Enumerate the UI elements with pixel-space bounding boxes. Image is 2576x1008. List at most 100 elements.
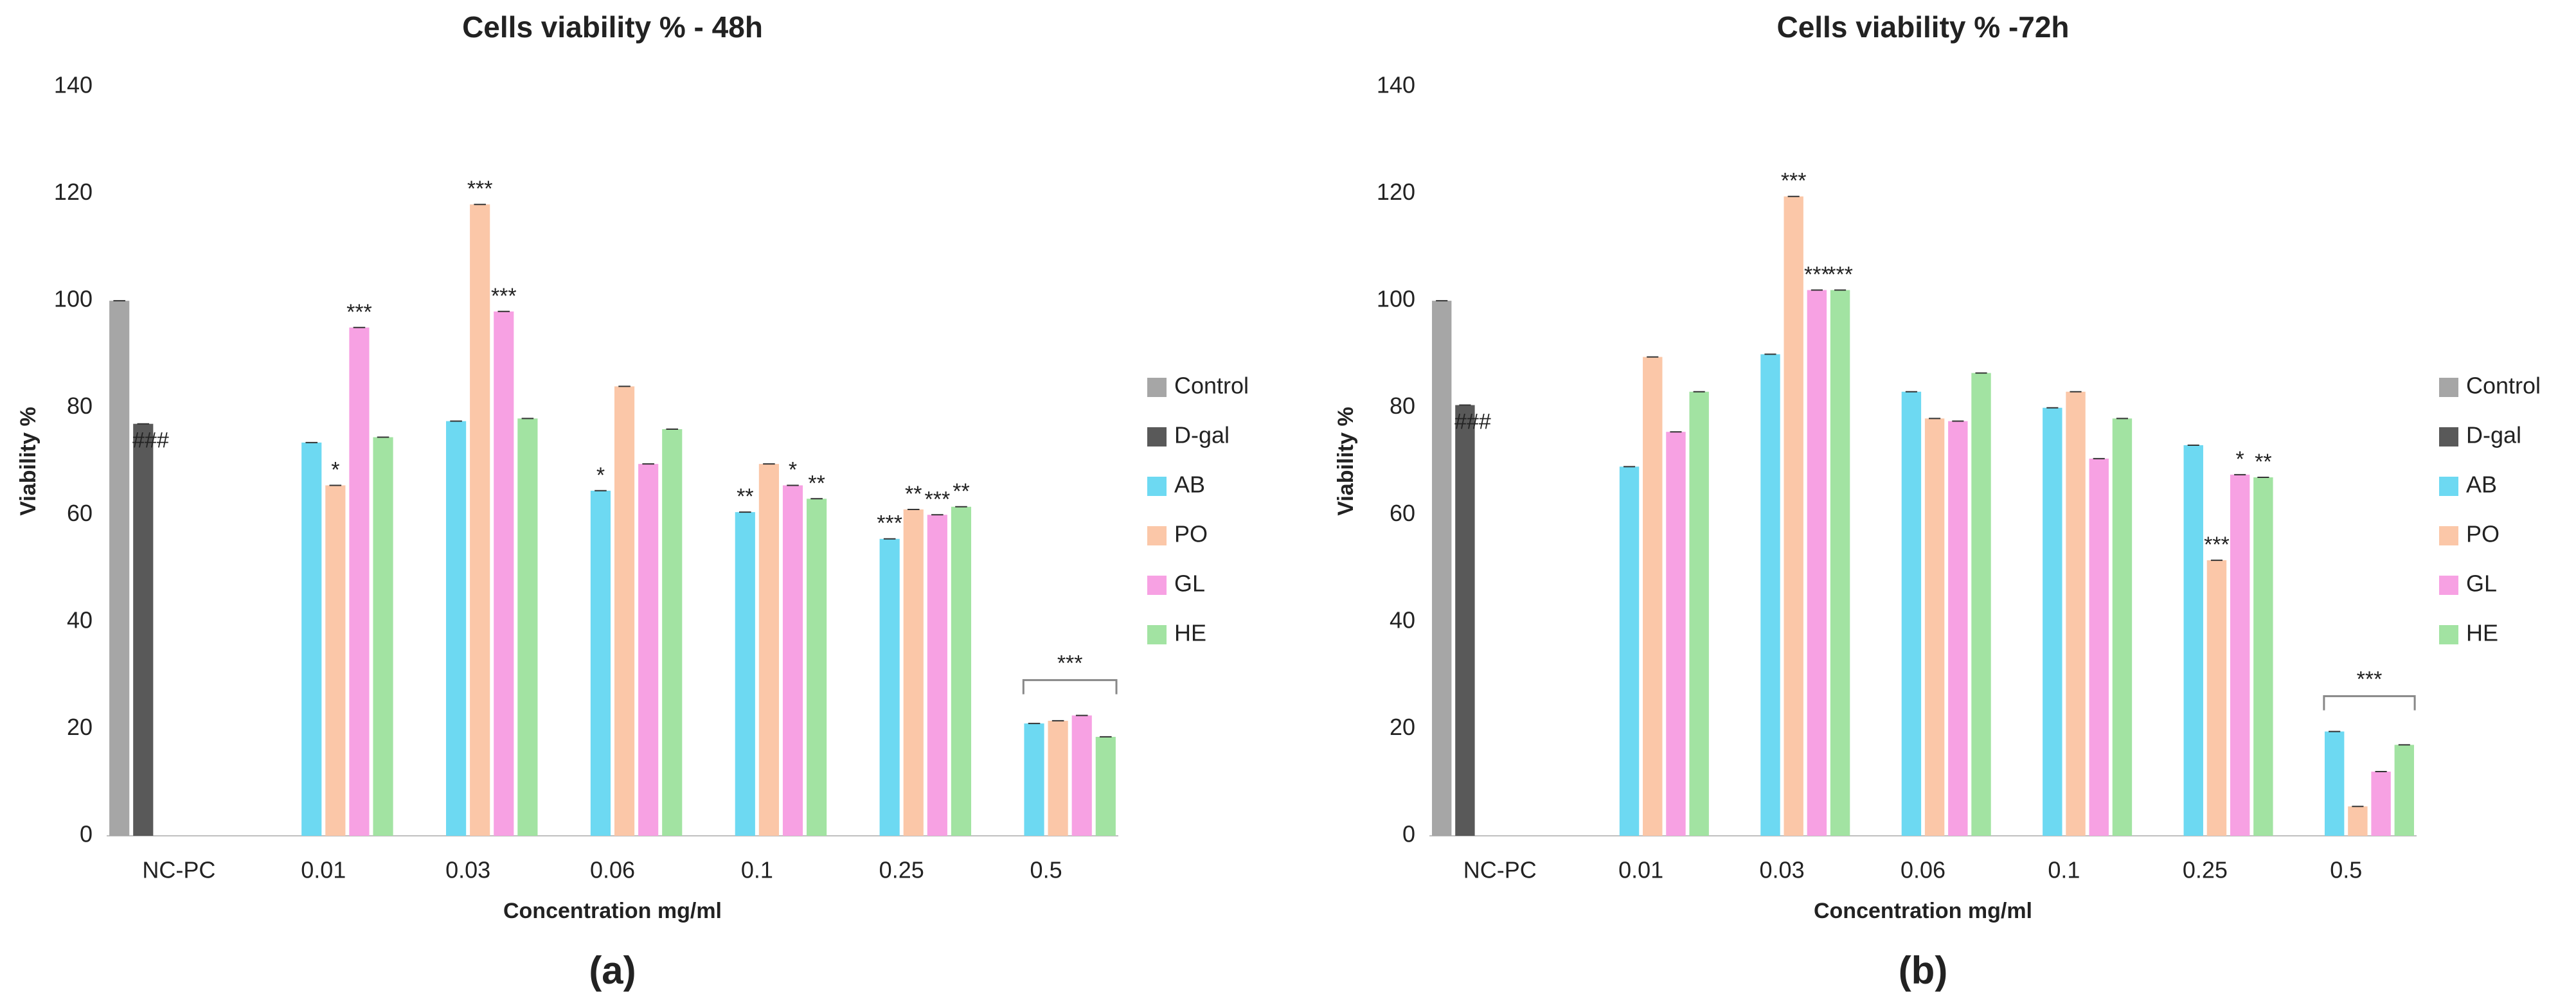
legend-label: HE <box>2466 620 2498 646</box>
bar <box>590 490 611 836</box>
bar <box>879 538 900 836</box>
chart-title: Cells viability % - 48h <box>462 10 763 44</box>
bar <box>1901 391 1922 836</box>
y-tick-label: 0 <box>80 821 93 847</box>
bar <box>1431 301 1452 836</box>
significance-marker: ** <box>737 484 753 509</box>
bar <box>1455 405 1475 836</box>
y-tick-label: 60 <box>67 500 93 526</box>
y-tick-label: 100 <box>54 286 93 312</box>
bar <box>1619 466 1640 836</box>
x-tick-label: NC-PC <box>1463 857 1537 883</box>
bar <box>1971 373 1991 836</box>
bar <box>1924 418 1945 836</box>
legend-swatch <box>1147 576 1167 595</box>
bar <box>638 464 659 836</box>
significance-marker: ** <box>905 482 922 506</box>
significance-marker: *** <box>2204 533 2230 557</box>
x-tick-label: 0.01 <box>301 857 346 883</box>
x-tick-label: 0.03 <box>1760 857 1805 883</box>
y-tick-label: 80 <box>67 393 93 419</box>
bracket <box>1022 679 1118 694</box>
significance-marker: * <box>596 463 605 488</box>
x-tick-label: 0.1 <box>741 857 773 883</box>
y-tick-label: 100 <box>1377 286 1415 312</box>
legend-label: PO <box>1174 521 1208 547</box>
y-tick-label: 80 <box>1390 393 1415 419</box>
legend-label: GL <box>1174 570 1205 597</box>
bar <box>2043 407 2062 836</box>
y-tick-label: 120 <box>1377 179 1415 205</box>
significance-marker: *** <box>491 284 517 308</box>
bar <box>446 421 467 836</box>
legend-swatch <box>2439 477 2458 496</box>
bar <box>2371 772 2391 836</box>
bar <box>133 423 154 836</box>
legend-label: AB <box>2466 472 2497 498</box>
panel-label: (b) <box>1899 949 1948 992</box>
legend-label: GL <box>2466 570 2497 597</box>
bar <box>1048 720 1068 836</box>
bar <box>1071 715 1092 836</box>
bar <box>2230 474 2250 836</box>
y-tick-label: 120 <box>54 179 93 205</box>
bar <box>662 429 683 836</box>
significance-marker: *** <box>877 511 902 536</box>
legend-label: HE <box>1174 620 1206 646</box>
legend-swatch <box>2439 576 2458 595</box>
panel-label: (a) <box>589 949 636 992</box>
legend-label: Control <box>2466 373 2541 399</box>
bar <box>1948 421 1968 836</box>
bar <box>2253 477 2273 836</box>
legend-swatch <box>1147 427 1167 447</box>
significance-marker: ** <box>808 471 825 495</box>
bar <box>1643 357 1663 836</box>
x-tick-label: 0.1 <box>2048 857 2080 883</box>
bar <box>807 499 827 836</box>
significance-marker: *** <box>1804 262 1830 287</box>
significance-marker: *** <box>467 177 493 201</box>
bar <box>2112 418 2133 836</box>
x-tick-label: 0.25 <box>879 857 924 883</box>
bar <box>2183 445 2203 836</box>
bar <box>1830 290 1850 836</box>
x-axis-label: Concentration mg/ml <box>503 899 722 923</box>
bar <box>2206 560 2227 836</box>
bar <box>1024 723 1044 836</box>
bracket <box>2323 695 2416 711</box>
significance-marker: ### <box>1454 410 1491 434</box>
bar <box>1760 354 1780 836</box>
bar <box>1095 736 1116 836</box>
legend-swatch <box>1147 526 1167 545</box>
legend-swatch <box>2439 625 2458 644</box>
bar <box>517 418 538 836</box>
x-tick-label: 0.5 <box>1030 857 1062 883</box>
significance-marker: *** <box>1781 169 1807 193</box>
bar <box>2066 391 2086 836</box>
bar <box>470 204 490 836</box>
x-axis-label: Concentration mg/ml <box>1814 899 2032 923</box>
y-tick-label: 0 <box>1402 821 1415 847</box>
legend-label: D-gal <box>1174 422 1230 448</box>
x-tick-label: NC-PC <box>142 857 215 883</box>
legend-swatch <box>1147 378 1167 397</box>
x-tick-label: 0.01 <box>1618 857 1663 883</box>
bar <box>494 311 514 836</box>
bar <box>951 506 972 836</box>
legend-label: AB <box>1174 472 1205 498</box>
bracket-label: *** <box>1057 651 1083 676</box>
bar <box>2089 458 2109 836</box>
bar <box>614 386 635 836</box>
significance-marker: ** <box>953 479 969 504</box>
significance-marker: * <box>2236 447 2244 472</box>
legend-label: D-gal <box>2466 422 2521 448</box>
y-tick-label: 20 <box>1390 714 1415 740</box>
significance-marker: *** <box>925 487 951 511</box>
x-tick-label: 0.03 <box>445 857 490 883</box>
significance-marker: * <box>789 457 797 482</box>
legend-swatch <box>2439 526 2458 545</box>
legend-label: PO <box>2466 521 2500 547</box>
x-tick-label: 0.5 <box>2330 857 2362 883</box>
bar <box>782 485 803 836</box>
chart-title: Cells viability % -72h <box>1776 10 2069 44</box>
